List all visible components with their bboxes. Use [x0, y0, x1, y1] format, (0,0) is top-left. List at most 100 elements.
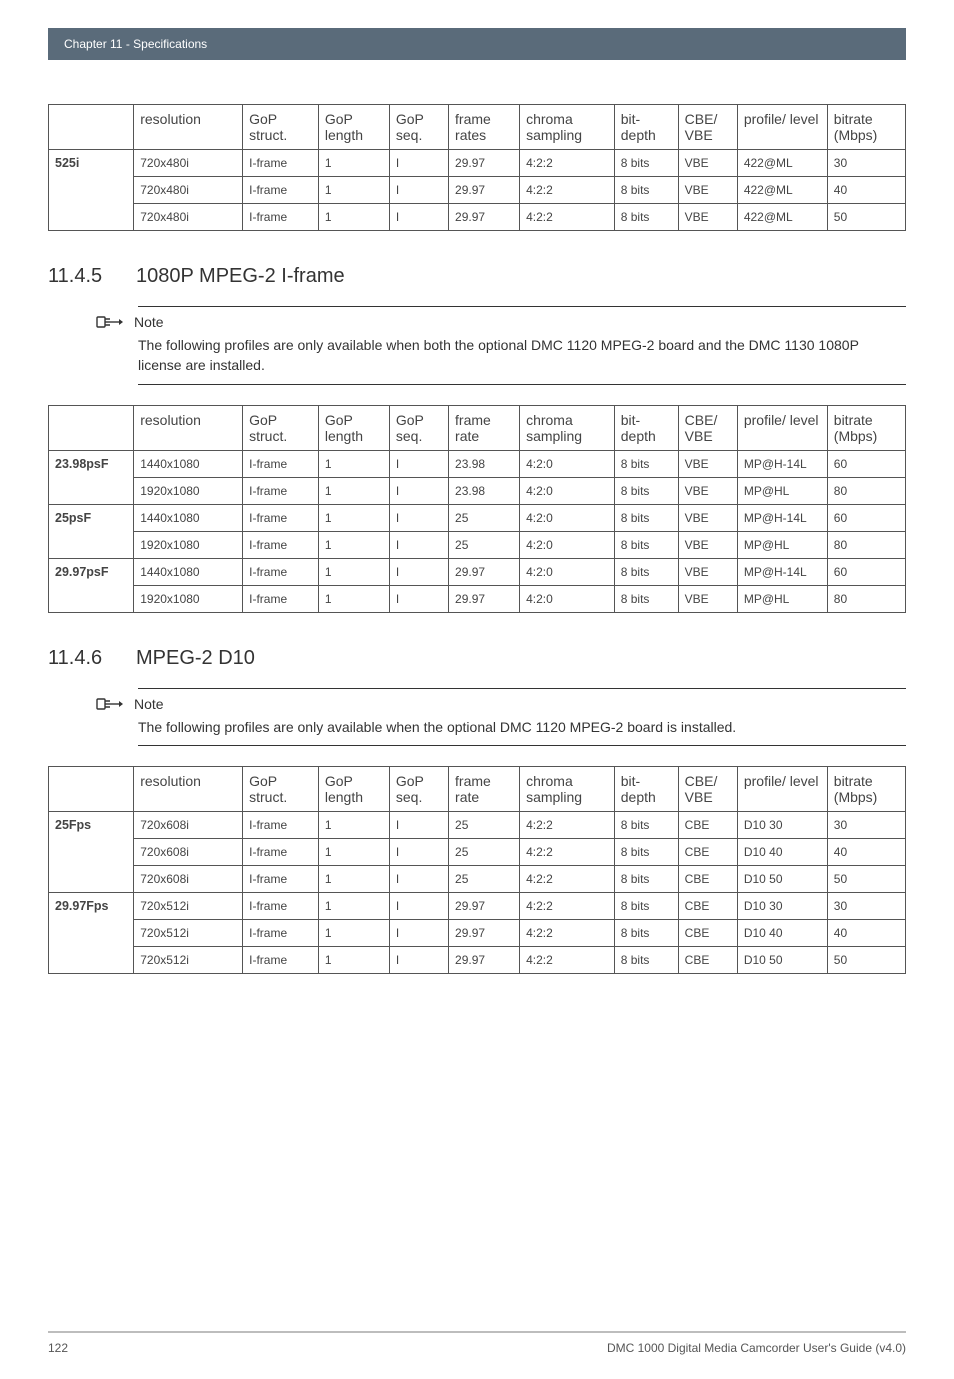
- cell: I-frame: [243, 585, 319, 612]
- table-row: 25Fps720x608iI-frame1I254:2:28 bitsCBED1…: [49, 811, 906, 838]
- cell: VBE: [678, 558, 737, 585]
- cell: I-frame: [243, 177, 319, 204]
- cell: 25: [449, 504, 520, 531]
- section-title: MPEG-2 D10: [136, 647, 255, 670]
- cell: 25: [449, 531, 520, 558]
- cell: I: [389, 892, 448, 919]
- cell: 8 bits: [614, 946, 678, 973]
- section-title: 1080P MPEG-2 I-frame: [136, 265, 345, 288]
- group-cell: 525i: [49, 150, 134, 231]
- col-header: resolution: [134, 105, 243, 150]
- cell: 720x608i: [134, 838, 243, 865]
- cell: 8 bits: [614, 531, 678, 558]
- cell: I: [389, 450, 448, 477]
- cell: 8 bits: [614, 150, 678, 177]
- cell: 422@ML: [737, 204, 827, 231]
- spec-table: resolution GoP struct. GoP length GoP se…: [48, 104, 906, 231]
- cell: 4:2:2: [520, 150, 615, 177]
- cell: 60: [827, 450, 905, 477]
- cell: 23.98: [449, 477, 520, 504]
- col-header: [49, 105, 134, 150]
- rule: [138, 745, 906, 746]
- cell: I: [389, 504, 448, 531]
- spec-table: resolution GoP struct. GoP length GoP se…: [48, 766, 906, 974]
- cell: 80: [827, 585, 905, 612]
- cell: I: [389, 558, 448, 585]
- cell: D10 40: [737, 838, 827, 865]
- cell: 40: [827, 177, 905, 204]
- cell: I: [389, 838, 448, 865]
- cell: I: [389, 177, 448, 204]
- cell: 8 bits: [614, 865, 678, 892]
- cell: D10 30: [737, 811, 827, 838]
- cell: I: [389, 811, 448, 838]
- cell: 8 bits: [614, 450, 678, 477]
- cell: 720x512i: [134, 946, 243, 973]
- table-d10: resolution GoP struct. GoP length GoP se…: [48, 766, 906, 974]
- page-number: 122: [48, 1341, 68, 1355]
- cell: 8 bits: [614, 892, 678, 919]
- cell: 1: [318, 204, 389, 231]
- cell: 8 bits: [614, 838, 678, 865]
- cell: I: [389, 946, 448, 973]
- cell: 720x608i: [134, 865, 243, 892]
- cell: VBE: [678, 204, 737, 231]
- hand-point-icon: [96, 313, 124, 331]
- cell: I-frame: [243, 204, 319, 231]
- cell: VBE: [678, 585, 737, 612]
- cell: 29.97: [449, 150, 520, 177]
- cell: I-frame: [243, 504, 319, 531]
- note-label: Note: [134, 696, 164, 712]
- cell: 1920x1080: [134, 477, 243, 504]
- group-cell: 29.97psF: [49, 558, 134, 612]
- table-row: 29.97Fps720x512iI-frame1I29.974:2:28 bit…: [49, 892, 906, 919]
- table-row: 29.97psF1440x1080I-frame1I29.974:2:08 bi…: [49, 558, 906, 585]
- col-header: GoP length: [318, 766, 389, 811]
- table-row: 720x512iI-frame1I29.974:2:28 bitsCBED10 …: [49, 919, 906, 946]
- col-header: GoP length: [318, 405, 389, 450]
- cell: 40: [827, 919, 905, 946]
- table-row: 720x512iI-frame1I29.974:2:28 bitsCBED10 …: [49, 946, 906, 973]
- cell: 50: [827, 204, 905, 231]
- group-cell: 25Fps: [49, 811, 134, 892]
- cell: 1: [318, 946, 389, 973]
- cell: 4:2:2: [520, 177, 615, 204]
- col-header: GoP struct.: [243, 405, 319, 450]
- cell: 1: [318, 865, 389, 892]
- note-label: Note: [134, 314, 164, 330]
- cell: 4:2:2: [520, 865, 615, 892]
- cell: 1: [318, 450, 389, 477]
- cell: 720x512i: [134, 892, 243, 919]
- cell: 1: [318, 504, 389, 531]
- col-header: GoP length: [318, 105, 389, 150]
- cell: 1: [318, 531, 389, 558]
- col-header: bit-depth: [614, 405, 678, 450]
- table-row: 1920x1080I-frame1I29.974:2:08 bitsVBEMP@…: [49, 585, 906, 612]
- note-text: The following profiles are only availabl…: [138, 335, 906, 384]
- cell: 40: [827, 838, 905, 865]
- table-head: resolution GoP struct. GoP length GoP se…: [49, 405, 906, 450]
- cell: MP@H-14L: [737, 450, 827, 477]
- cell: D10 30: [737, 892, 827, 919]
- note-block: Note The following profiles are only ava…: [138, 306, 906, 385]
- cell: 80: [827, 531, 905, 558]
- table-row: 720x480iI-frame1I29.974:2:28 bitsVBE422@…: [49, 204, 906, 231]
- cell: MP@H-14L: [737, 504, 827, 531]
- hand-point-icon: [96, 695, 124, 713]
- cell: 8 bits: [614, 204, 678, 231]
- col-header: CBE/ VBE: [678, 766, 737, 811]
- cell: 1: [318, 585, 389, 612]
- cell: 29.97: [449, 558, 520, 585]
- col-header: chroma sampling: [520, 405, 615, 450]
- section-number: 11.4.5: [48, 265, 118, 288]
- cell: I-frame: [243, 450, 319, 477]
- cell: 4:2:2: [520, 204, 615, 231]
- cell: D10 50: [737, 865, 827, 892]
- cell: MP@HL: [737, 531, 827, 558]
- col-header: GoP seq.: [389, 105, 448, 150]
- cell: CBE: [678, 919, 737, 946]
- col-header: GoP seq.: [389, 405, 448, 450]
- table-body: 23.98psF1440x1080I-frame1I23.984:2:08 bi…: [49, 450, 906, 612]
- cell: 8 bits: [614, 811, 678, 838]
- cell: 720x480i: [134, 150, 243, 177]
